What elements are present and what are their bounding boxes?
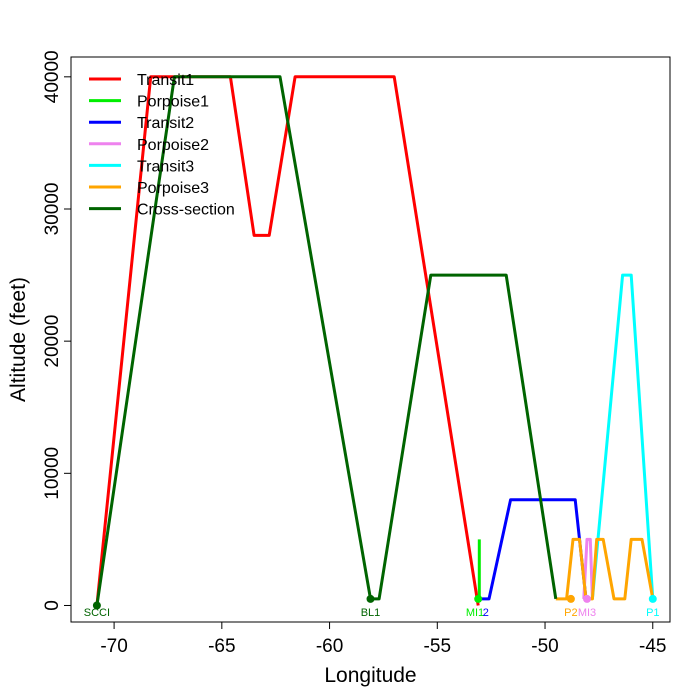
x-tick-label-1: -65 (208, 636, 235, 657)
point-label-6: P1 (646, 607, 659, 619)
series-line-4 (590, 273, 655, 600)
legend-label-2: Transit2 (137, 115, 194, 132)
point-marker-3 (566, 594, 575, 603)
point-marker-1 (366, 594, 375, 603)
point-label-5: MI3 (578, 607, 596, 619)
point-label-1: BL1 (361, 607, 381, 619)
point-label-3: 2 (483, 607, 489, 619)
point-marker-2 (474, 594, 483, 603)
legend-label-0: Transit1 (137, 72, 194, 89)
x-tick-label-0: -70 (100, 636, 127, 657)
series-line-0 (95, 75, 480, 606)
y-tick-label-0: 0 (42, 600, 63, 611)
x-tick-label-4: -50 (531, 636, 558, 657)
y-tick-label-1: 10000 (42, 447, 63, 500)
point-label-0: SCCI (84, 607, 110, 619)
x-tick-label-3: -55 (424, 636, 451, 657)
series-layer (95, 75, 655, 606)
x-axis: -70 -65 -60 -55 -50 -45 (100, 621, 666, 657)
point-label-4: P2 (564, 607, 577, 619)
x-tick-label-5: -45 (639, 636, 666, 657)
series-line-6 (95, 75, 558, 606)
series-line-2 (478, 498, 588, 601)
series-line-5 (555, 537, 655, 601)
y-tick-label-3: 30000 (42, 183, 63, 236)
legend-label-6: Cross-section (137, 202, 235, 219)
legend-label-4: Transit3 (137, 158, 194, 175)
marker-layer (92, 594, 657, 610)
legend-label-1: Porpoise1 (137, 94, 209, 111)
legend-label-3: Porpoise2 (137, 137, 209, 154)
legend: Transit1 Porpoise1 Transit2 Porpoise2 Transi… (89, 72, 235, 219)
y-axis-label: Altitude (feet) (7, 277, 30, 402)
point-label-2: MI1 (466, 607, 484, 619)
x-axis-label: Longitude (324, 664, 416, 687)
legend-label-5: Porpoise3 (137, 180, 209, 197)
y-tick-label-2: 20000 (42, 315, 63, 368)
point-marker-4 (583, 594, 591, 603)
series-line-3 (582, 537, 594, 599)
x-tick-label-2: -60 (316, 636, 343, 657)
y-axis: 0 10000 20000 30000 40000 (42, 50, 72, 611)
point-marker-0 (92, 601, 101, 610)
y-tick-label-4: 40000 (42, 50, 63, 103)
point-marker-5 (648, 594, 657, 603)
